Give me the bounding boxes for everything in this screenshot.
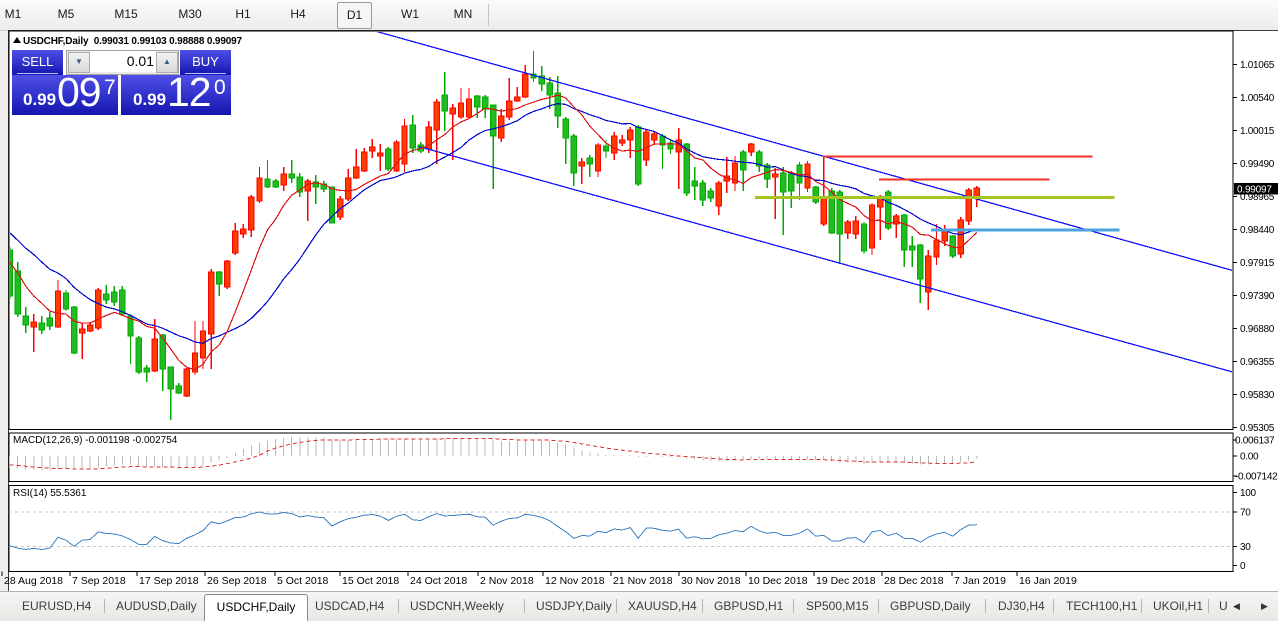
svg-text:2 Nov 2018: 2 Nov 2018 <box>480 575 534 587</box>
svg-text:0.99490: 0.99490 <box>1240 159 1275 170</box>
svg-text:17 Sep 2018: 17 Sep 2018 <box>139 575 199 587</box>
svg-text:100: 100 <box>1240 488 1257 499</box>
svg-text:28 Aug 2018: 28 Aug 2018 <box>4 575 63 587</box>
svg-text:7 Sep 2018: 7 Sep 2018 <box>72 575 126 587</box>
svg-text:-0.007142: -0.007142 <box>1235 472 1278 483</box>
svg-text:0.95830: 0.95830 <box>1240 390 1275 401</box>
svg-text:0.006137: 0.006137 <box>1235 436 1275 447</box>
svg-text:0: 0 <box>1240 561 1246 572</box>
svg-text:7 Jan 2019: 7 Jan 2019 <box>954 575 1006 587</box>
svg-text:0.98965: 0.98965 <box>1240 192 1275 203</box>
svg-text:5 Oct 2018: 5 Oct 2018 <box>277 575 329 587</box>
svg-text:15 Oct 2018: 15 Oct 2018 <box>342 575 399 587</box>
svg-text:1.01065: 1.01065 <box>1240 60 1275 71</box>
svg-text:0.98440: 0.98440 <box>1240 225 1275 236</box>
svg-text:0.95305: 0.95305 <box>1240 423 1275 434</box>
svg-text:21 Nov 2018: 21 Nov 2018 <box>613 575 673 587</box>
svg-text:16 Jan 2019: 16 Jan 2019 <box>1019 575 1077 587</box>
svg-text:0.99097: 0.99097 <box>1237 185 1272 196</box>
svg-text:1.00540: 1.00540 <box>1240 93 1275 104</box>
svg-text:19 Dec 2018: 19 Dec 2018 <box>816 575 876 587</box>
svg-text:0.96880: 0.96880 <box>1240 324 1275 335</box>
svg-text:28 Dec 2018: 28 Dec 2018 <box>884 575 944 587</box>
svg-text:RSI(14) 55.5361: RSI(14) 55.5361 <box>13 488 87 499</box>
svg-text:70: 70 <box>1240 508 1251 519</box>
svg-text:12 Nov 2018: 12 Nov 2018 <box>545 575 605 587</box>
svg-text:24 Oct 2018: 24 Oct 2018 <box>410 575 467 587</box>
svg-text:0.00: 0.00 <box>1240 452 1259 463</box>
svg-text:0.97390: 0.97390 <box>1240 291 1275 302</box>
svg-text:0.96355: 0.96355 <box>1240 357 1275 368</box>
svg-text:30 Nov 2018: 30 Nov 2018 <box>681 575 741 587</box>
svg-text:26 Sep 2018: 26 Sep 2018 <box>207 575 267 587</box>
svg-text:0.97915: 0.97915 <box>1240 258 1275 269</box>
svg-text:30: 30 <box>1240 542 1251 553</box>
svg-text:1.00015: 1.00015 <box>1240 126 1275 137</box>
svg-text:10 Dec 2018: 10 Dec 2018 <box>748 575 808 587</box>
svg-text:MACD(12,26,9) -0.001198 -0.002: MACD(12,26,9) -0.001198 -0.002754 <box>13 435 178 446</box>
